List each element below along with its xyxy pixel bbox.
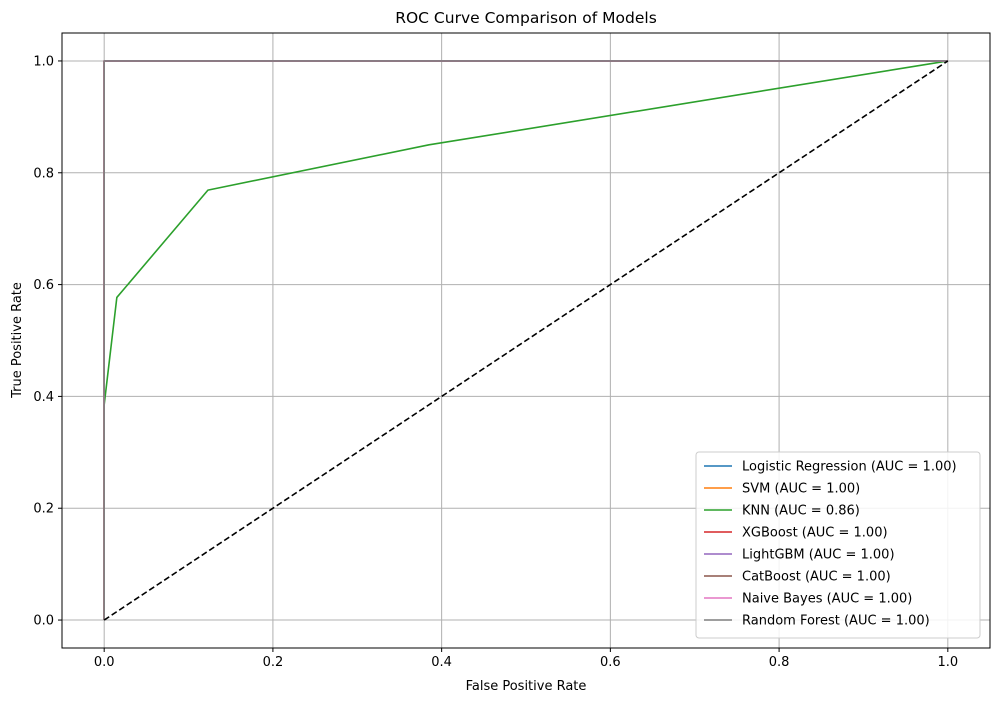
plot-area-frame (61, 32, 991, 649)
legend-label: LightGBM (AUC = 1.00) (742, 548, 895, 563)
chart-title: ROC Curve Comparison of Models (395, 9, 657, 27)
x-tick-label: 0.0 (94, 655, 115, 670)
y-tick-label: 0.2 (33, 502, 54, 517)
y-tick-label: 1.0 (33, 54, 54, 69)
x-tick-label: 0.2 (263, 655, 284, 670)
legend-label: SVM (AUC = 1.00) (742, 482, 860, 497)
series-lines (103, 60, 949, 621)
x-tick-label: 0.4 (431, 655, 452, 670)
diagonal-reference-line (103, 60, 949, 621)
x-tick-label: 0.6 (600, 655, 621, 670)
legend-label: Random Forest (AUC = 1.00) (742, 614, 930, 629)
legend-label: CatBoost (AUC = 1.00) (742, 570, 891, 585)
legend-label: Naive Bayes (AUC = 1.00) (742, 592, 912, 607)
legend-label: KNN (AUC = 0.86) (742, 504, 860, 519)
x-tick-label: 0.8 (769, 655, 790, 670)
x-axis-title: False Positive Rate (466, 679, 587, 694)
y-tick-label: 0.8 (33, 166, 54, 181)
legend-box (695, 451, 981, 639)
legend-label: XGBoost (AUC = 1.00) (742, 526, 888, 541)
y-tick-label: 0.6 (33, 278, 54, 293)
legend-label: Logistic Regression (AUC = 1.00) (742, 460, 957, 475)
x-tick-label: 1.0 (937, 655, 958, 670)
legend: Logistic Regression (AUC = 1.00) SVM (AUC… (695, 451, 981, 639)
y-tick-label: 0.0 (33, 614, 54, 629)
axis-ticks: 0.0 0.2 0.4 0.6 0.8 1.0 0.0 0.2 0.4 0.6 0.8 1.0 (33, 54, 958, 670)
y-axis-title: True Positive Rate (10, 282, 25, 399)
roc-line (103, 60, 948, 621)
y-tick-label: 0.4 (33, 390, 54, 405)
